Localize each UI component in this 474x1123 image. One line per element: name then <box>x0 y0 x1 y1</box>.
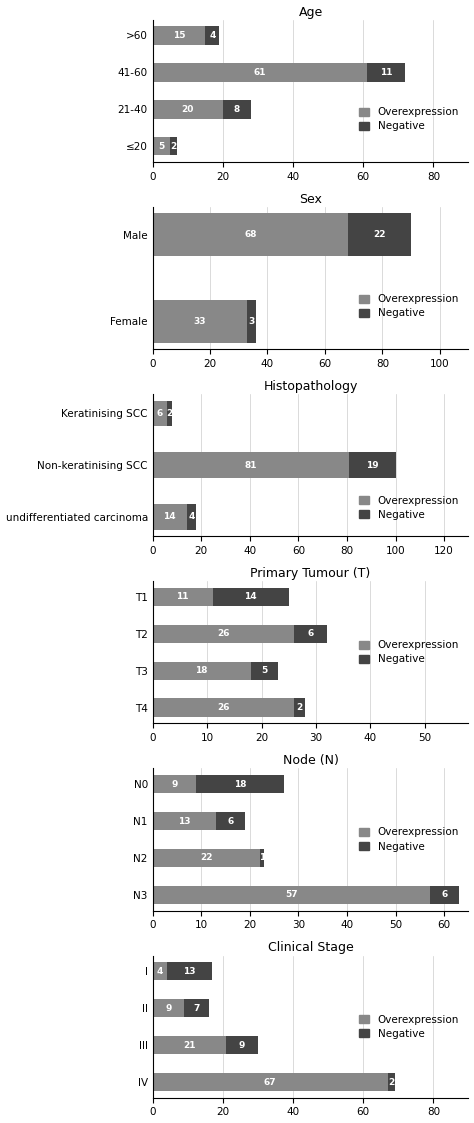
Title: Sex: Sex <box>299 193 322 206</box>
Legend: Overexpression, Negative: Overexpression, Negative <box>355 103 463 136</box>
Text: 1: 1 <box>259 853 265 862</box>
Text: 4: 4 <box>209 31 216 40</box>
Text: 2: 2 <box>388 1078 394 1087</box>
Bar <box>388 1072 395 1092</box>
Text: 61: 61 <box>254 67 266 76</box>
Bar <box>294 624 327 643</box>
Text: 2: 2 <box>297 703 303 712</box>
Text: 6: 6 <box>441 891 447 900</box>
Bar <box>196 775 284 793</box>
Bar <box>227 1035 258 1054</box>
Bar <box>167 401 172 427</box>
Text: 8: 8 <box>234 104 240 113</box>
Bar <box>153 1035 227 1054</box>
Bar <box>153 300 247 343</box>
Bar <box>153 504 187 530</box>
Text: 5: 5 <box>158 141 164 150</box>
Bar <box>153 63 367 82</box>
Bar <box>153 812 216 830</box>
Text: 13: 13 <box>178 816 191 825</box>
Text: 5: 5 <box>261 666 267 675</box>
Bar <box>153 699 294 716</box>
Text: 20: 20 <box>182 104 194 113</box>
Text: 6: 6 <box>308 629 314 638</box>
Bar <box>153 999 184 1017</box>
Bar <box>187 504 196 530</box>
Text: 3: 3 <box>248 317 255 326</box>
Text: 81: 81 <box>245 460 257 469</box>
Bar <box>251 661 278 681</box>
Bar <box>153 401 167 427</box>
Bar <box>212 587 289 606</box>
Text: 33: 33 <box>194 317 206 326</box>
Text: 26: 26 <box>217 629 230 638</box>
Text: 9: 9 <box>239 1041 246 1050</box>
Title: Clinical Stage: Clinical Stage <box>268 941 354 955</box>
Bar <box>348 213 411 256</box>
Bar <box>429 886 459 904</box>
Text: 22: 22 <box>373 230 386 239</box>
Bar <box>153 661 251 681</box>
Text: 15: 15 <box>173 31 185 40</box>
Text: 68: 68 <box>244 230 256 239</box>
Text: 11: 11 <box>176 593 189 602</box>
Bar <box>153 587 212 606</box>
Text: 6: 6 <box>227 816 234 825</box>
Legend: Overexpression, Negative: Overexpression, Negative <box>355 823 463 856</box>
Text: 6: 6 <box>157 409 163 418</box>
Text: 9: 9 <box>165 1004 172 1013</box>
Bar <box>260 849 264 867</box>
Bar <box>223 100 251 119</box>
Text: 2: 2 <box>166 409 173 418</box>
Title: Age: Age <box>299 6 323 19</box>
Text: 18: 18 <box>195 666 208 675</box>
Bar <box>153 26 205 45</box>
Title: Histopathology: Histopathology <box>264 380 358 393</box>
Bar <box>153 775 196 793</box>
Text: 21: 21 <box>183 1041 196 1050</box>
Text: 14: 14 <box>164 512 176 521</box>
Bar <box>247 300 256 343</box>
Bar <box>153 137 170 155</box>
Legend: Overexpression, Negative: Overexpression, Negative <box>355 492 463 524</box>
Bar <box>153 453 349 478</box>
Text: 67: 67 <box>264 1078 276 1087</box>
Text: 13: 13 <box>183 967 196 976</box>
Text: 26: 26 <box>217 703 230 712</box>
Bar <box>216 812 245 830</box>
Text: 7: 7 <box>193 1004 200 1013</box>
Legend: Overexpression, Negative: Overexpression, Negative <box>355 1011 463 1043</box>
Bar <box>153 100 223 119</box>
Text: 4: 4 <box>156 967 163 976</box>
Text: 14: 14 <box>245 593 257 602</box>
Text: 19: 19 <box>366 460 379 469</box>
Text: 18: 18 <box>234 779 246 788</box>
Bar <box>153 962 167 980</box>
Title: Primary Tumour (T): Primary Tumour (T) <box>250 567 371 581</box>
Bar <box>294 699 305 716</box>
Legend: Overexpression, Negative: Overexpression, Negative <box>355 290 463 322</box>
Bar <box>153 213 348 256</box>
Legend: Overexpression, Negative: Overexpression, Negative <box>355 636 463 668</box>
Bar <box>153 886 429 904</box>
Title: Node (N): Node (N) <box>283 755 338 767</box>
Text: 57: 57 <box>285 891 298 900</box>
Bar <box>349 453 396 478</box>
Bar <box>153 1072 388 1092</box>
Bar <box>153 849 260 867</box>
Text: 11: 11 <box>380 67 392 76</box>
Bar <box>167 962 212 980</box>
Bar <box>153 624 294 643</box>
Bar <box>184 999 209 1017</box>
Text: 9: 9 <box>171 779 178 788</box>
Bar <box>170 137 177 155</box>
Text: 4: 4 <box>188 512 195 521</box>
Text: 2: 2 <box>171 141 177 150</box>
Bar <box>205 26 219 45</box>
Bar <box>367 63 405 82</box>
Text: 22: 22 <box>200 853 212 862</box>
